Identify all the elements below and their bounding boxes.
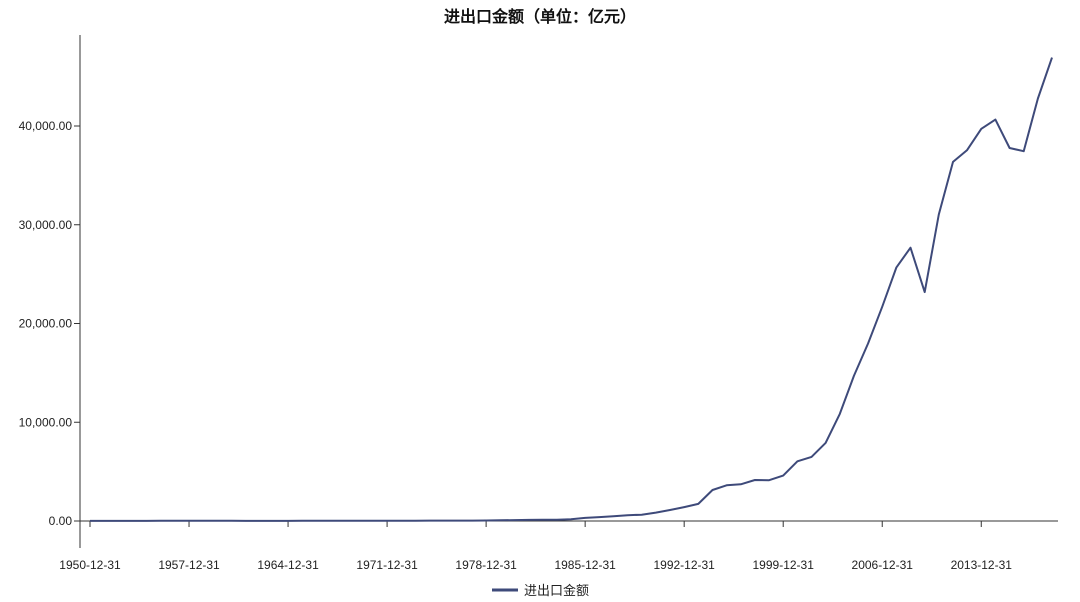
- y-tick-label: 40,000.00: [19, 119, 73, 133]
- x-tick-label: 1985-12-31: [554, 558, 616, 572]
- y-tick-label: 10,000.00: [19, 415, 73, 429]
- legend[interactable]: 进出口金额: [492, 583, 589, 599]
- series-line-import-export: [90, 57, 1053, 522]
- x-tick-label: 1957-12-31: [158, 558, 220, 572]
- y-tick-label: 30,000.00: [19, 218, 73, 232]
- x-tick-label: 1978-12-31: [455, 558, 517, 572]
- y-axis-ticks: 0.00 10,000.00 20,000.00 30,000.00 40,000.00: [19, 119, 80, 528]
- legend-label: 进出口金额: [524, 583, 589, 599]
- y-tick-label: 20,000.00: [19, 317, 73, 331]
- x-tick-label: 1971-12-31: [356, 558, 418, 572]
- x-tick-label: 1964-12-31: [257, 558, 319, 572]
- x-tick-label: 2006-12-31: [852, 558, 914, 572]
- x-axis-ticks: 1950-12-31 1957-12-31 1964-12-31 1971-12-31…: [59, 521, 1012, 572]
- y-tick-label: 0.00: [49, 514, 73, 528]
- x-tick-label: 2013-12-31: [951, 558, 1013, 572]
- x-tick-label: 1992-12-31: [653, 558, 715, 572]
- x-tick-label: 1999-12-31: [753, 558, 815, 572]
- x-tick-label: 1950-12-31: [59, 558, 121, 572]
- chart-title: 进出口金额（单位：亿元）: [444, 7, 636, 26]
